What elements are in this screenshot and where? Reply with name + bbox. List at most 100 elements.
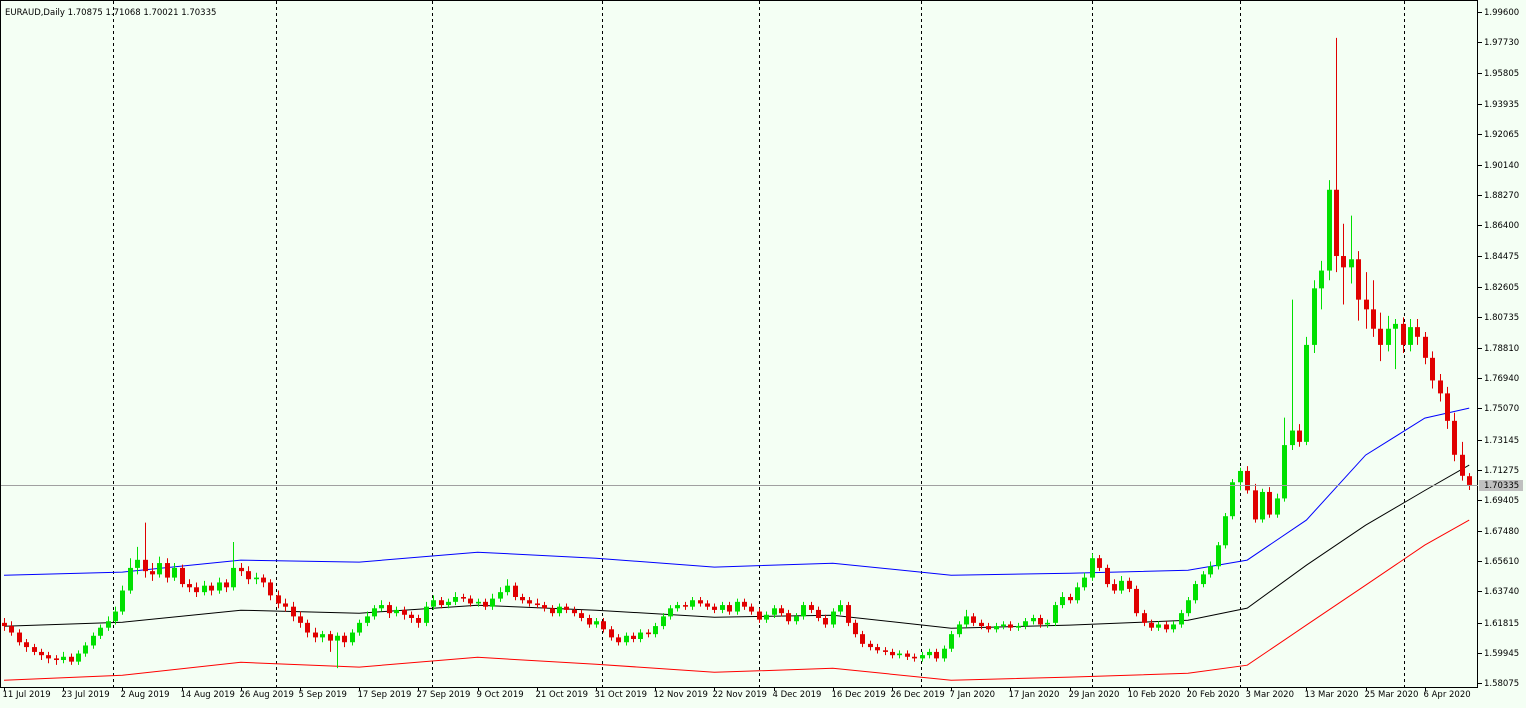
candle-body — [416, 617, 421, 623]
candle-body — [1038, 617, 1043, 625]
y-tick-label: 1.86400 — [1484, 221, 1519, 231]
candle-body — [594, 621, 599, 625]
x-tick-label: 3 Mar 2020 — [1246, 690, 1294, 700]
candle-body — [838, 605, 843, 612]
candle-body — [202, 585, 207, 593]
candle-body — [705, 603, 710, 607]
candle-body — [2, 622, 7, 627]
candle-body — [483, 601, 488, 607]
candle-body — [61, 656, 66, 661]
candle-body — [1053, 605, 1058, 623]
candle-body — [187, 584, 192, 588]
close-value: 1.70335 — [181, 8, 216, 18]
x-tick-label: 11 Jul 2019 — [3, 690, 51, 700]
candle-body — [890, 651, 895, 656]
candle-body — [128, 567, 133, 591]
candle-body — [468, 598, 473, 604]
candle-body — [224, 582, 229, 588]
candle-body — [860, 634, 865, 644]
y-tick-label: 1.84475 — [1484, 252, 1519, 262]
candle-body — [313, 632, 318, 638]
y-tick-label: 1.71275 — [1484, 466, 1519, 476]
candle-body — [1312, 288, 1317, 345]
candle-body — [1112, 584, 1117, 591]
y-tick-label: 1.58075 — [1484, 679, 1519, 689]
x-tick-label: 4 Dec 2019 — [773, 690, 822, 700]
candle-body — [616, 637, 621, 643]
candle-body — [1371, 309, 1376, 329]
candle-body — [453, 596, 458, 602]
candle-body — [490, 598, 495, 607]
x-tick-label: 9 Oct 2019 — [477, 690, 524, 700]
candle-body — [1349, 259, 1354, 268]
candle-body — [372, 608, 377, 617]
y-tick-label: 1.61815 — [1484, 619, 1519, 629]
candle-body — [209, 585, 214, 591]
candle-body — [1193, 584, 1198, 601]
candle-body — [135, 559, 140, 568]
candle-body — [550, 608, 555, 614]
candle-body — [180, 567, 185, 585]
candle-body — [1341, 256, 1346, 268]
candle-body — [261, 577, 266, 583]
candle-body — [1438, 380, 1443, 394]
candle-body — [601, 621, 606, 630]
x-tick-label: 17 Jan 2020 — [1009, 690, 1060, 700]
y-tick-label: 1.75070 — [1484, 404, 1519, 414]
candle-body — [735, 601, 740, 612]
candle-body — [1001, 624, 1006, 627]
candle-body — [875, 647, 880, 651]
candle-body — [764, 614, 769, 620]
y-tick-label: 1.82605 — [1484, 283, 1519, 293]
candle-body — [172, 567, 177, 578]
candle-body — [1393, 323, 1398, 329]
candle-body — [113, 611, 118, 622]
candle-body — [1045, 622, 1050, 625]
candle-body — [1075, 587, 1080, 601]
y-tick-label: 1.78810 — [1484, 344, 1519, 354]
candle-body — [268, 582, 273, 596]
candle-body — [846, 605, 851, 623]
candle-body — [883, 650, 888, 652]
indicator-line — [3, 407, 1470, 576]
candle-body — [1460, 454, 1465, 476]
candle-body — [1253, 490, 1258, 520]
candle-body — [690, 600, 695, 607]
candle-body — [668, 608, 673, 617]
candle-body — [979, 622, 984, 627]
candle-body — [402, 609, 407, 615]
candle-body — [217, 582, 222, 591]
candle-body — [320, 634, 325, 638]
candle-body — [557, 606, 562, 614]
candle-body — [675, 605, 680, 609]
candle-body — [1068, 596, 1073, 601]
candle-body — [653, 626, 658, 635]
candle-body — [542, 605, 547, 609]
candle-body — [1164, 624, 1169, 630]
candle-body — [120, 590, 125, 612]
candle-body — [1008, 624, 1013, 628]
candle-body — [350, 632, 355, 643]
price-label: 1.70335 — [1484, 481, 1519, 491]
candle-body — [786, 613, 791, 622]
candle-body — [98, 627, 103, 636]
candle-body — [1275, 498, 1280, 515]
candle-body — [1171, 624, 1176, 630]
candle-body — [527, 600, 532, 604]
candle-body — [624, 635, 629, 643]
candle-body — [1364, 299, 1369, 310]
x-tick-label: 26 Dec 2019 — [891, 690, 945, 700]
candle-body — [1208, 566, 1213, 575]
candle-body — [868, 643, 873, 648]
y-tick-label: 1.93935 — [1484, 100, 1519, 110]
candle-body — [1156, 624, 1161, 628]
price-label-box — [1479, 480, 1523, 491]
candle-body — [1023, 621, 1028, 627]
candle-body — [54, 658, 59, 661]
candle-body — [283, 603, 288, 607]
y-tick-label: 1.97730 — [1484, 38, 1519, 48]
candle-body — [24, 642, 29, 648]
